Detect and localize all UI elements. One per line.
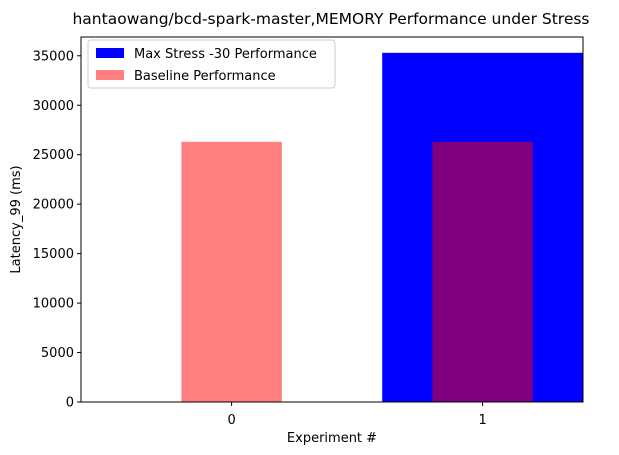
legend-label: Max Stress -30 Performance: [134, 47, 317, 62]
x-axis-label: Experiment #: [287, 431, 377, 446]
bars-layer: [181, 52, 583, 402]
plot-area-frame: [80, 36, 584, 403]
x-tick-label: 0: [227, 413, 235, 428]
y-tick-label: 25000: [33, 148, 74, 163]
legend-swatch: [96, 48, 124, 58]
bar-baseline-0: [181, 141, 282, 402]
x-tick-label: 1: [478, 413, 486, 428]
y-tick-label: 5000: [41, 346, 74, 361]
y-tick-label: 10000: [33, 297, 74, 312]
y-tick-label: 15000: [33, 247, 74, 262]
chart-title: hantaowang/bcd-spark-master,MEMORY Perfo…: [72, 10, 589, 28]
y-axis-label: Latency_99 (ms): [9, 165, 24, 273]
y-axis: 0 5000 10000 15000 20000 25000 30000 35000: [33, 49, 81, 411]
legend-box: [87, 39, 336, 89]
legend: Max Stress -30 Performance Baseline Perfo…: [87, 39, 336, 89]
y-tick-label: 0: [66, 396, 74, 411]
bar-baseline-1: [432, 141, 533, 402]
y-tick-label: 20000: [33, 198, 74, 213]
y-tick-label: 30000: [33, 99, 74, 114]
y-tick-label: 35000: [33, 49, 74, 64]
legend-swatch: [96, 70, 124, 80]
legend-label: Baseline Performance: [134, 69, 276, 84]
